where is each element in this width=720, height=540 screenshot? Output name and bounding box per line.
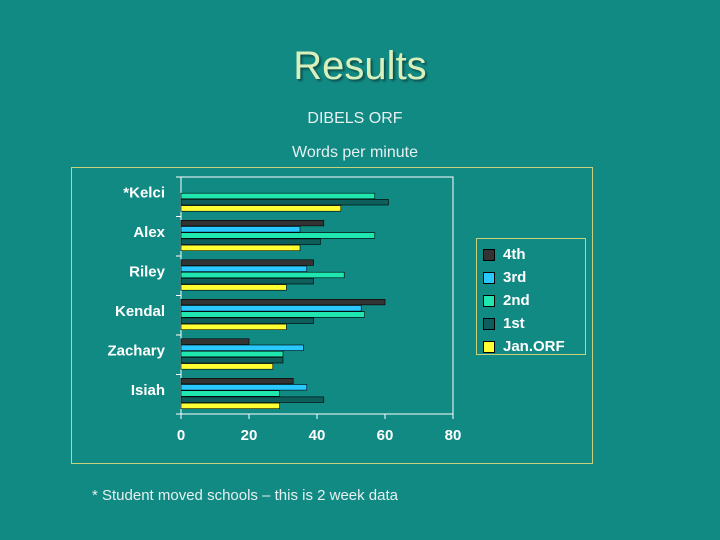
bar-alex-3rd [180, 226, 301, 233]
x-tick-label-0: 0 [177, 427, 185, 444]
bar-kelci-1st [180, 199, 389, 206]
bar-alex-4th [180, 220, 325, 227]
bar-isiah-1st [180, 396, 325, 403]
legend-swatch-jan-orf [483, 340, 495, 353]
bar-kendal-2nd [180, 311, 365, 318]
legend-item-4th: 4th [483, 243, 585, 266]
legend-item-jan-orf: Jan.ORF [483, 335, 585, 358]
bar-kendal-3rd [180, 305, 362, 312]
bar-kendal-4th [180, 298, 386, 306]
bar-kendal-1st [180, 317, 314, 324]
bar-isiah-4th [180, 377, 294, 385]
legend-swatch-1st [483, 317, 495, 330]
y-tick-label-zachary: Zachary [107, 343, 165, 360]
bar-kelci-jan-orf [180, 205, 342, 212]
bar-kendal-jan-orf [180, 323, 287, 331]
legend-item-1st: 1st [483, 312, 585, 335]
chart-legend: 4th 3rd 2nd 1st Jan.ORF [476, 238, 586, 355]
bar-riley-2nd [180, 271, 345, 279]
bar-riley-jan-orf [180, 284, 287, 291]
legend-swatch-4th [483, 248, 495, 261]
legend-swatch-2nd [483, 294, 495, 307]
legend-item-3rd: 3rd [483, 266, 585, 289]
bar-isiah-2nd [180, 390, 280, 397]
footnote: * Student moved schools – this is 2 week… [92, 487, 399, 504]
bar-isiah-jan-orf [180, 402, 280, 410]
bar-zachary-3rd [180, 344, 304, 351]
x-tick-label-80: 80 [445, 427, 462, 444]
legend-swatch-3rd [483, 271, 495, 284]
bar-zachary-4th [180, 338, 250, 345]
y-tick-label-alex: Alex [133, 224, 165, 241]
chart-frame [71, 167, 593, 464]
bar-alex-2nd [180, 232, 376, 239]
bar-alex-jan-orf [180, 244, 301, 252]
legend-label-1st: 1st [503, 315, 525, 332]
bar-riley-4th [180, 259, 314, 266]
bar-riley-3rd [180, 265, 308, 272]
legend-label-3rd: 3rd [503, 269, 527, 286]
legend-label-4th: 4th [503, 246, 526, 263]
legend-label-2nd: 2nd [503, 292, 530, 309]
x-tick-label-20: 20 [241, 427, 258, 444]
y-tick-label-isiah: Isiah [131, 382, 165, 399]
legend-item-2nd: 2nd [483, 289, 585, 312]
bar-zachary-jan-orf [180, 363, 274, 370]
y-tick-label-kelci: *Kelci [123, 185, 165, 202]
chart-subtitle: Words per minute [292, 144, 418, 161]
bar-riley-1st [180, 278, 314, 285]
bar-zachary-1st [180, 357, 284, 364]
slide-title: Results [293, 44, 427, 88]
bar-kelci-2nd [180, 192, 376, 200]
chart-title: DIBELS ORF [307, 110, 403, 127]
legend-label-jan-orf: Jan.ORF [503, 338, 565, 355]
y-tick-label-kendal: Kendal [115, 303, 165, 320]
plot-area [180, 176, 454, 415]
x-tick-label-60: 60 [377, 427, 394, 444]
bar-zachary-2nd [180, 350, 284, 358]
bar-isiah-3rd [180, 384, 308, 391]
x-tick-label-40: 40 [309, 427, 326, 444]
y-tick-label-riley: Riley [129, 264, 166, 281]
bar-alex-1st [180, 238, 321, 245]
